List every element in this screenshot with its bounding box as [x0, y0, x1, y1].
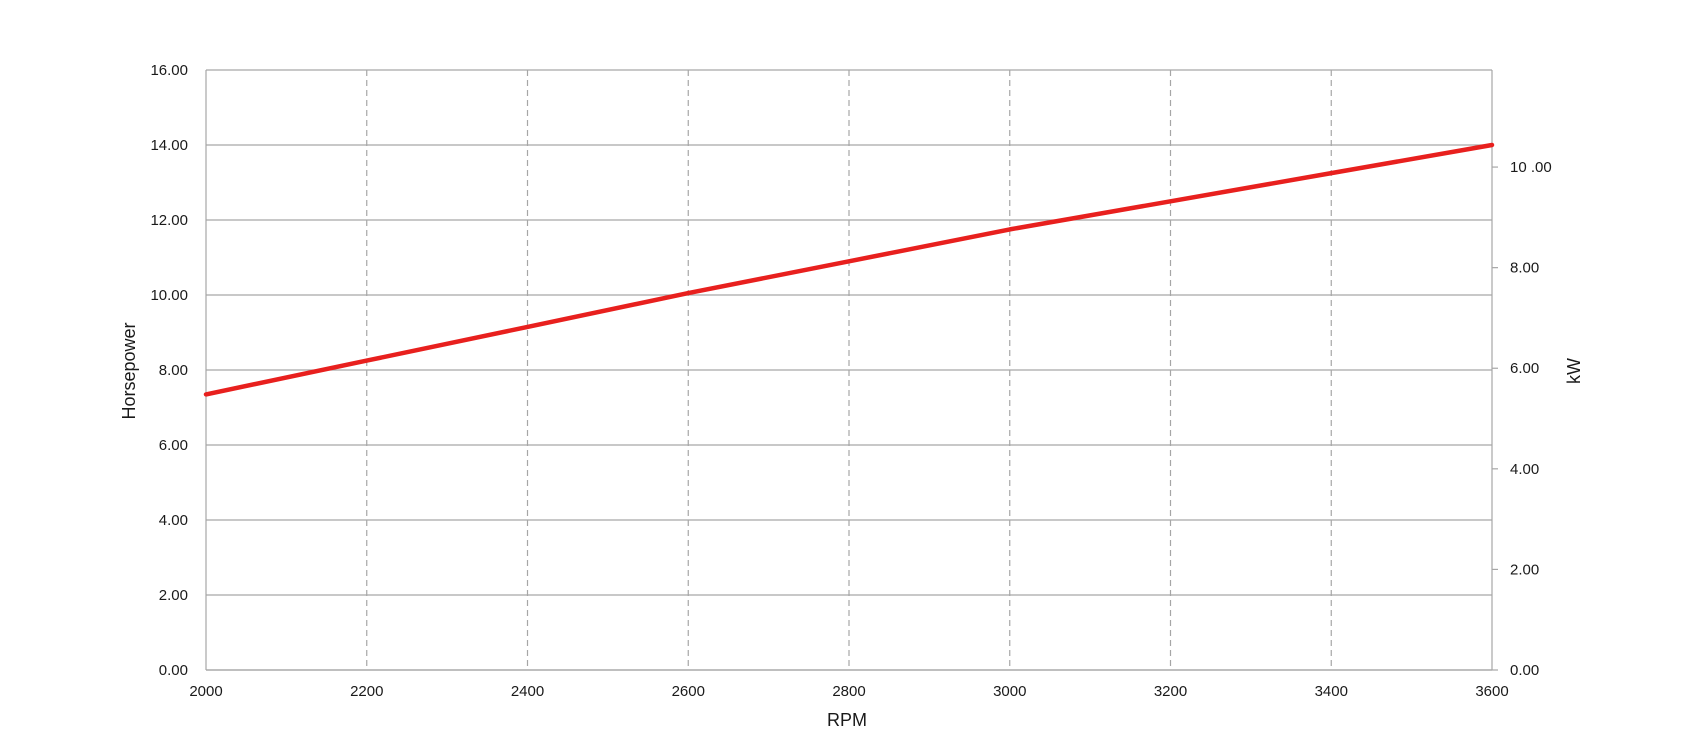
- y2-tick-label: 4.00: [1510, 461, 1539, 478]
- x-axis-title: RPM: [827, 710, 867, 730]
- y-tick-label: 0.00: [159, 662, 188, 679]
- x-tick-label: 3200: [1154, 683, 1187, 700]
- tick-labels: 0.00 2.00 4.00 6.00 8.00 10.00 12.00 14.00 16.00…: [150, 62, 1551, 700]
- y-tick-label: 14.00: [150, 137, 188, 154]
- x-tick-label: 2800: [832, 683, 865, 700]
- grid-lines: [206, 69, 1492, 671]
- x-tick-label: 3400: [1315, 683, 1348, 700]
- x-tick-label: 2200: [350, 683, 383, 700]
- x-tick-label: 2600: [672, 683, 705, 700]
- x-tick-label: 3600: [1475, 683, 1508, 700]
- y2-tick-label: 0.00: [1510, 662, 1539, 679]
- y2-axis-title: kW: [1564, 358, 1584, 384]
- x-tick-label: 3000: [993, 683, 1026, 700]
- y-tick-label: 16.00: [150, 62, 188, 79]
- series-lines: [203, 142, 1495, 397]
- y-tick-label: 2.00: [159, 587, 188, 604]
- y-axis-title: Horsepower: [119, 322, 139, 419]
- axes: [205, 70, 1498, 671]
- y-tick-label: 6.00: [159, 437, 188, 454]
- y-tick-label: 8.00: [159, 362, 188, 379]
- y2-tick-label: 6.00: [1510, 360, 1539, 377]
- x-tick-label: 2000: [189, 683, 222, 700]
- y-tick-label: 4.00: [159, 512, 188, 529]
- y2-tick-label: 10 .00: [1510, 159, 1552, 176]
- y2-tick-label: 8.00: [1510, 260, 1539, 277]
- y-tick-label: 10.00: [150, 287, 188, 304]
- x-tick-label: 2400: [511, 683, 544, 700]
- y-tick-label: 12.00: [150, 212, 188, 229]
- series-line: [203, 142, 1495, 397]
- y2-tick-label: 2.00: [1510, 561, 1539, 578]
